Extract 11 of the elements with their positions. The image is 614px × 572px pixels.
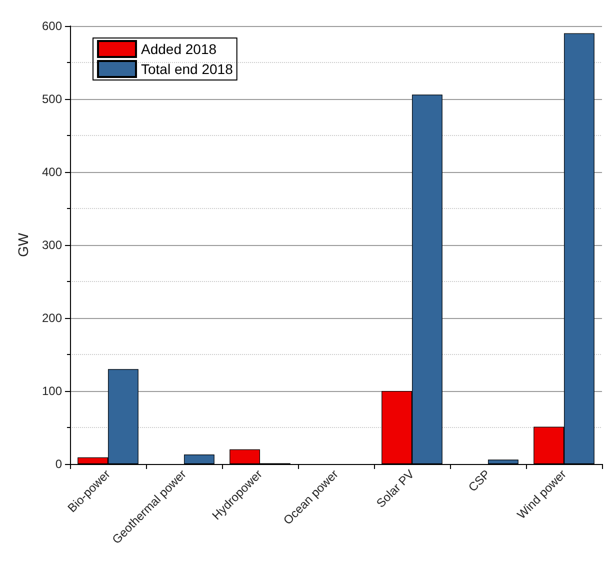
y-tick-label: 300 — [42, 238, 62, 252]
y-tick-label: 400 — [42, 165, 62, 179]
y-tick-label: 0 — [55, 457, 62, 471]
y-tick-label: 200 — [42, 311, 62, 325]
x-tick-label: CSP — [466, 467, 493, 494]
legend-label: Added 2018 — [141, 41, 217, 57]
y-tick-label: 600 — [42, 19, 62, 33]
legend-label: Total end 2018 — [141, 61, 234, 77]
y-tick-label: 100 — [42, 384, 62, 398]
y-axis-title: GW — [15, 232, 31, 258]
y-tick-label: 500 — [42, 92, 62, 106]
